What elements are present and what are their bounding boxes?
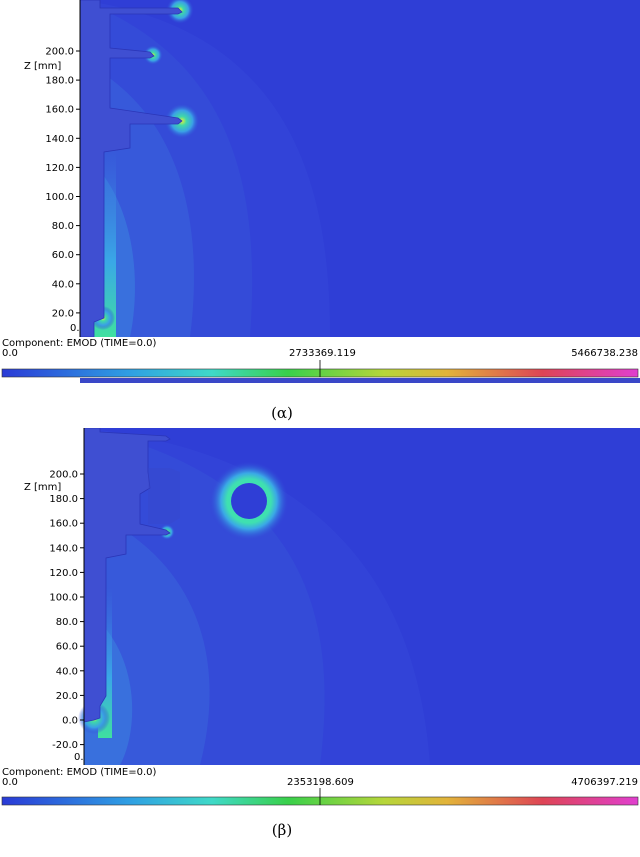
z-tick-label: 60.0 bbox=[52, 250, 74, 261]
plate-icon bbox=[79, 0, 183, 338]
z-tick-label: 180.0 bbox=[45, 76, 74, 87]
component-label: Component: EMOD (TIME=0.0) bbox=[2, 338, 156, 349]
z-tick-label: 60.0 bbox=[56, 642, 78, 653]
z-tick-label: 140.0 bbox=[49, 543, 78, 554]
caption-beta: (β) bbox=[271, 821, 293, 839]
z-tick-label: 40.0 bbox=[52, 279, 74, 290]
z-axis-title: Z [mm] bbox=[24, 61, 61, 72]
z-axis-title: Z [mm] bbox=[24, 482, 61, 493]
scale-mid: 2733369.119 bbox=[289, 348, 356, 359]
component-label: Component: EMOD (TIME=0.0) bbox=[2, 767, 156, 778]
origin-label: 0. bbox=[74, 752, 84, 763]
caption-alpha: (α) bbox=[271, 404, 293, 422]
z-tick-label: 120.0 bbox=[49, 568, 78, 579]
z-tick-label: 20.0 bbox=[56, 691, 78, 702]
z-tick-label: -20.0 bbox=[52, 740, 78, 751]
plate-notch bbox=[148, 468, 180, 524]
z-tick-label: 160.0 bbox=[45, 105, 74, 116]
z-tick-label: 100.0 bbox=[45, 192, 74, 203]
z-tick-label: 0.0 bbox=[62, 716, 78, 727]
z-axis-ticks: 200.0 180.0 160.0 140.0 120.0 100.0 80.0 60.0 40… bbox=[49, 470, 84, 751]
z-tick-label: 20.0 bbox=[52, 308, 74, 319]
z-tick-label: 120.0 bbox=[45, 163, 74, 174]
z-tick-label: 200.0 bbox=[45, 47, 74, 58]
z-tick-label: 100.0 bbox=[49, 593, 78, 604]
scale-min: 0.0 bbox=[2, 777, 18, 788]
z-tick-label: 200.0 bbox=[49, 470, 78, 481]
contour-panel-alpha: 200.0 180.0 160.0 140.0 120.0 100.0 80.0 60.0 40… bbox=[0, 0, 640, 392]
hole-icon bbox=[231, 483, 267, 519]
scale-max: 4706397.219 bbox=[571, 777, 638, 788]
z-tick-label: 140.0 bbox=[45, 134, 74, 145]
z-tick-label: 160.0 bbox=[49, 519, 78, 530]
scale-min: 0.0 bbox=[2, 348, 18, 359]
scale-mid: 2353198.609 bbox=[287, 777, 354, 788]
z-tick-label: 40.0 bbox=[56, 666, 78, 677]
z-tick-label: 80.0 bbox=[56, 617, 78, 628]
z-tick-label: 80.0 bbox=[52, 221, 74, 232]
contour-panel-beta: 200.0 180.0 160.0 140.0 120.0 100.0 80.0 60.0 40… bbox=[0, 428, 640, 808]
plate-icon bbox=[83, 428, 171, 723]
z-axis-ticks: 200.0 180.0 160.0 140.0 120.0 100.0 80.0 60.0 40… bbox=[45, 47, 80, 319]
scale-max: 5466738.238 bbox=[571, 348, 638, 359]
scale-underline bbox=[80, 378, 640, 383]
z-tick-label: 180.0 bbox=[49, 494, 78, 505]
origin-label: 0. bbox=[70, 323, 80, 334]
